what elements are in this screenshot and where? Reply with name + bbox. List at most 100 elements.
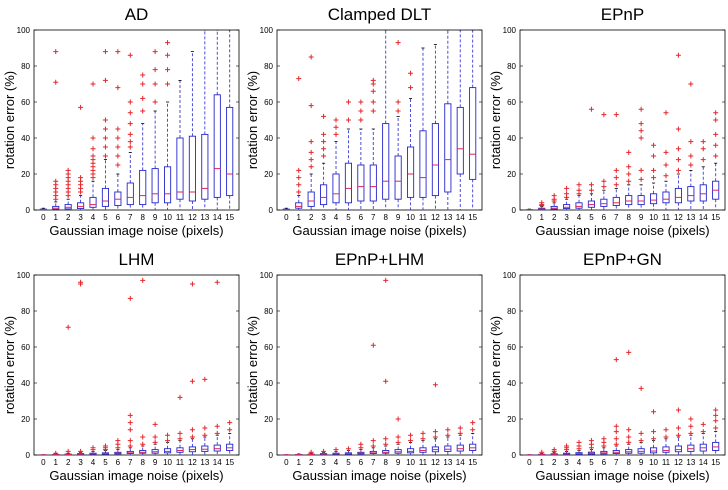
outlier-point	[127, 144, 133, 150]
box-iqr	[587, 200, 595, 208]
outlier-point	[395, 434, 401, 440]
x-tick-label: 3	[564, 213, 569, 222]
chart-title: Clamped DLT	[328, 5, 432, 24]
outlier-point	[626, 164, 632, 170]
chart-title: EPnP+GN	[583, 250, 662, 269]
outlier-point	[78, 104, 84, 110]
box-7	[126, 295, 134, 455]
x-axis-label: Gaussian image noise (pixels)	[292, 468, 466, 483]
x-tick-label: 5	[589, 458, 594, 467]
x-tick-label: 8	[626, 213, 631, 222]
box-iqr	[188, 135, 196, 202]
y-axis-label: rotation error (%)	[245, 316, 260, 414]
outlier-point	[651, 436, 657, 442]
box-iqr	[357, 164, 365, 202]
x-tick-label: 4	[91, 213, 96, 222]
box-2	[550, 447, 558, 455]
outlier-point	[638, 167, 644, 173]
outlier-point	[383, 277, 389, 283]
x-tick-label: 4	[577, 458, 582, 467]
box-9	[394, 40, 402, 210]
outlier-point	[165, 432, 171, 438]
box-1	[295, 453, 303, 455]
outlier-point	[626, 439, 632, 445]
x-tick-label: 7	[128, 213, 133, 222]
outlier-point	[395, 40, 401, 46]
outlier-point	[127, 412, 133, 418]
outlier-point	[713, 131, 719, 137]
y-tick-label: 100	[17, 26, 31, 35]
x-tick-label: 0	[284, 458, 289, 467]
outlier-point	[227, 427, 233, 433]
box-11	[176, 80, 184, 210]
x-tick-label: 11	[662, 213, 671, 222]
outlier-point	[90, 81, 96, 87]
x-tick-label: 13	[686, 458, 695, 467]
x-tick-label: 11	[662, 458, 671, 467]
x-tick-label: 11	[419, 213, 428, 222]
y-tick-label: 100	[17, 271, 31, 280]
x-tick-label: 7	[614, 458, 619, 467]
outlier-point	[626, 427, 632, 433]
outlier-point	[53, 79, 59, 85]
x-tick-label: 0	[527, 213, 532, 222]
box-iqr	[600, 198, 608, 207]
box-1	[538, 449, 546, 455]
box-iqr	[213, 444, 221, 452]
box-12	[674, 407, 682, 455]
y-tick-label: 40	[264, 379, 273, 388]
y-tick-label: 60	[507, 98, 516, 107]
box-14	[699, 421, 707, 455]
outlier-point	[333, 447, 339, 453]
box-6	[114, 49, 122, 210]
outlier-point	[115, 438, 121, 444]
x-tick-label: 4	[91, 458, 96, 467]
outlier-point	[152, 67, 158, 73]
plot-area	[33, 274, 240, 456]
outlier-point	[140, 81, 146, 87]
outlier-point	[102, 144, 108, 150]
outlier-point	[102, 49, 108, 55]
outlier-point	[613, 423, 619, 429]
box-iqr	[469, 87, 477, 180]
outlier-point	[370, 342, 376, 348]
outlier-point	[115, 49, 121, 55]
x-tick-label: 2	[552, 213, 557, 222]
box-14	[213, 279, 221, 455]
box-15	[226, 30, 234, 210]
outlier-point	[202, 432, 208, 438]
box-iqr	[662, 446, 670, 453]
outlier-point	[613, 436, 619, 442]
outlier-point	[102, 443, 108, 449]
outlier-point	[214, 279, 220, 285]
outlier-point	[227, 420, 233, 426]
box-6	[357, 441, 365, 455]
outlier-point	[564, 191, 570, 197]
outlier-point	[408, 432, 414, 438]
x-tick-label: 10	[163, 213, 172, 222]
box-13	[444, 427, 452, 455]
outlier-point	[90, 445, 96, 451]
x-tick-label: 0	[41, 458, 46, 467]
outlier-point	[296, 189, 302, 195]
outlier-point	[576, 439, 582, 445]
outlier-point	[90, 135, 96, 141]
x-tick-label: 4	[334, 458, 339, 467]
box-15	[469, 420, 477, 455]
x-tick-label: 9	[639, 458, 644, 467]
outlier-point	[152, 434, 158, 440]
y-tick-label: 60	[21, 343, 30, 352]
outlier-point	[53, 49, 59, 55]
outlier-point	[127, 110, 133, 116]
outlier-point	[370, 108, 376, 114]
outlier-point	[78, 279, 84, 285]
x-tick-label: 2	[66, 458, 71, 467]
outlier-point	[613, 441, 619, 447]
chart-title: EPnP+LHM	[335, 250, 424, 269]
x-tick-label: 5	[346, 213, 351, 222]
box-4	[89, 445, 97, 455]
x-tick-label: 6	[359, 458, 364, 467]
